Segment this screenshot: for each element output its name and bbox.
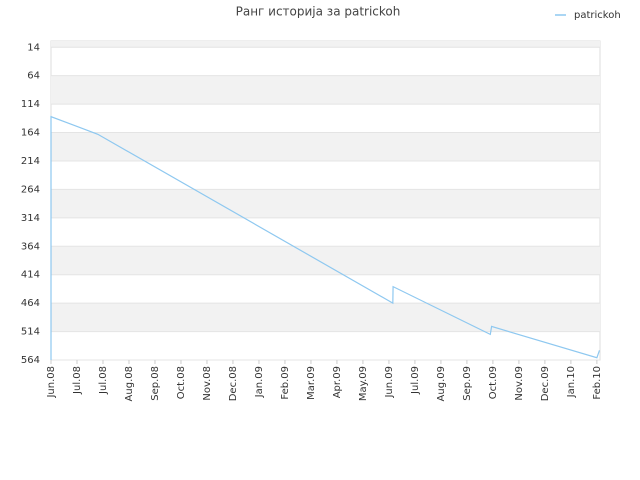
x-tick-label: Oct.08 [176, 366, 187, 399]
x-tick-label: Apr.09 [332, 366, 343, 398]
y-tick-label: 464 [21, 298, 40, 309]
line [50, 115, 601, 360]
x-tick-label: Sep.08 [150, 366, 161, 401]
y-tick-label: 314 [21, 213, 40, 224]
y-tick-label: 214 [21, 156, 40, 167]
band [51, 189, 600, 218]
x-tick-label: Oct.09 [488, 366, 499, 399]
band [51, 132, 600, 161]
x-tick-label: Dec.09 [540, 366, 551, 401]
y-tick-label: 14 [27, 42, 40, 53]
y-tick-label: 514 [21, 327, 40, 338]
x-tick-label: Jul.08 [98, 366, 109, 395]
chart-title: Ранг историја за patrickoh [236, 5, 401, 19]
band [51, 41, 600, 48]
y-tick-label: 364 [21, 241, 40, 252]
x-tick-label: Feb.09 [280, 366, 291, 400]
y-tick-label: 564 [21, 355, 40, 366]
x-tick-label: Dec.08 [228, 366, 239, 401]
x-tick-label: Sep.09 [462, 366, 473, 401]
x-tick-label: Jan.09 [254, 366, 265, 398]
x-tick-label: Jun.09 [384, 366, 395, 399]
y-tick-label: 164 [21, 128, 40, 139]
x-tick-label: Jul.09 [410, 366, 421, 395]
band [51, 303, 600, 332]
x-tick-label: Nov.09 [514, 366, 525, 401]
x-tick-label: May.09 [358, 366, 369, 401]
y-tick-label: 414 [21, 270, 40, 281]
x-tick-label: Aug.09 [436, 366, 447, 401]
y-tick-label: 264 [21, 184, 40, 195]
x-tick-label: Feb.10 [592, 366, 603, 400]
x-tick-label: Mar.09 [306, 366, 317, 400]
x-tick-label: Jul.08 [72, 366, 83, 395]
x-tick-label: Jun.08 [46, 366, 57, 399]
x-tick-label: Aug.08 [124, 366, 135, 401]
y-tick-label: 64 [27, 71, 40, 82]
band [51, 246, 600, 275]
x-tick-label: Jan.10 [566, 366, 577, 398]
band [51, 75, 600, 105]
x-tick-label: Nov.08 [202, 366, 213, 401]
y-tick-label: 114 [21, 99, 40, 110]
legend-label: patrickoh [574, 10, 621, 21]
